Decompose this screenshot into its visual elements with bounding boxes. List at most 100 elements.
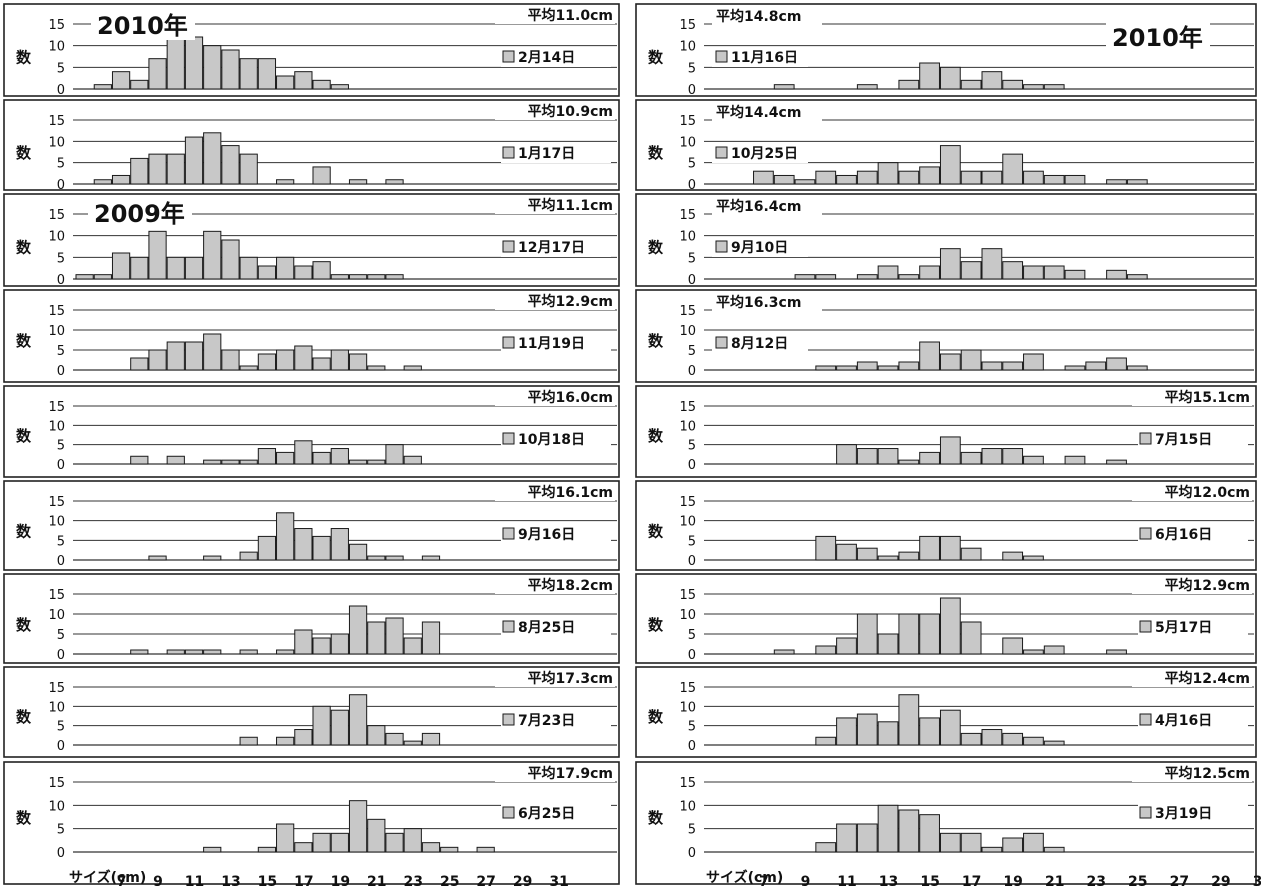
date-label-background (501, 429, 611, 449)
y-axis-label: 数 (648, 809, 664, 827)
y-tick-label: 0 (57, 364, 65, 379)
y-axis-label: 数 (648, 239, 664, 257)
bar (877, 265, 899, 280)
date-label-background (712, 47, 808, 67)
bar (276, 75, 295, 90)
bar (166, 649, 185, 655)
date-label: 1月17日 (518, 146, 575, 162)
bar (257, 265, 277, 280)
bar (1002, 153, 1024, 185)
date-label-background (1138, 617, 1248, 637)
bar (367, 555, 386, 561)
bar (981, 170, 1003, 185)
bar (166, 341, 185, 371)
bar (856, 547, 878, 561)
bar (1126, 365, 1148, 371)
y-axis-label: 数 (648, 49, 664, 67)
y-tick-label: 15 (48, 495, 65, 510)
bar (1043, 84, 1065, 90)
bar (1043, 740, 1065, 746)
y-tick-label: 5 (57, 823, 65, 838)
legend-swatch (1139, 432, 1152, 445)
histogram-panel-7月15日: 15 10 5 0 数 平均15.1cm 7月15日 (635, 385, 1257, 478)
bar (330, 528, 349, 561)
x-tick-label: 23 (404, 874, 423, 890)
mean-label: 平均16.4cm (716, 198, 801, 215)
bar (856, 274, 878, 280)
histogram-panel-10月25日: 15 10 5 0 数 平均14.4cm 10月25日 (635, 99, 1257, 193)
y-tick-label: 15 (48, 208, 65, 223)
bar (1023, 265, 1044, 280)
bar (1002, 551, 1024, 561)
y-axis-label: 数 (648, 427, 664, 445)
bar (294, 729, 313, 746)
bar (1043, 846, 1065, 853)
bar (1023, 170, 1044, 185)
bar (330, 274, 349, 280)
bar (960, 832, 982, 853)
bar (1064, 174, 1086, 185)
mean-label-background (712, 293, 822, 311)
histogram-panel-2月14日: 15 10 5 0 数 平均11.0cm 2月14日 2010年 (3, 3, 620, 98)
y-tick-label: 5 (57, 344, 65, 359)
bar (93, 84, 112, 90)
date-label: 7月15日 (1155, 432, 1212, 448)
panel-frame (635, 193, 1257, 287)
bar (856, 713, 878, 746)
legend-swatch (502, 336, 515, 349)
bar (1002, 837, 1024, 853)
bar (385, 555, 404, 561)
y-axis-label: 数 (648, 144, 664, 162)
panel-frame (635, 666, 1257, 758)
panel-frame (3, 385, 620, 478)
bar (130, 357, 149, 371)
y-tick-label: 5 (57, 534, 65, 549)
bar (421, 732, 441, 746)
y-axis-label: 数 (648, 332, 664, 350)
bar (815, 535, 837, 561)
bar (348, 605, 368, 655)
bar (312, 535, 331, 561)
bar (166, 36, 185, 90)
date-legend: 10月18日 (501, 429, 611, 449)
bar (348, 353, 368, 371)
y-tick-label: 10 (679, 230, 696, 245)
bar (836, 444, 857, 465)
y-tick-label: 5 (688, 344, 696, 359)
y-tick-label: 0 (688, 83, 696, 98)
bar (440, 846, 459, 853)
bar (221, 145, 240, 185)
bar (312, 637, 331, 655)
date-label-background (712, 237, 808, 257)
y-tick-label: 5 (688, 61, 696, 76)
bar (856, 361, 878, 371)
bar (348, 179, 368, 185)
bar (257, 353, 277, 371)
y-tick-label: 5 (688, 534, 696, 549)
mean-label: 平均16.0cm (528, 389, 613, 406)
bar (421, 621, 441, 655)
y-tick-label: 10 (48, 799, 65, 814)
bar (367, 459, 386, 465)
bar (148, 555, 167, 561)
x-tick-label: 29 (1211, 874, 1230, 890)
bar (960, 170, 982, 185)
y-tick-label: 0 (57, 273, 65, 288)
x-tick-label: 25 (440, 874, 459, 890)
mean-label-background (1132, 483, 1252, 501)
y-axis-label: 数 (648, 616, 664, 634)
bar (1106, 459, 1127, 465)
bar (836, 365, 857, 371)
y-tick-label: 10 (679, 608, 696, 623)
y-tick-label: 15 (48, 400, 65, 415)
legend-swatch (715, 336, 728, 349)
x-tick-label: 21 (367, 874, 386, 890)
bar (294, 71, 313, 90)
panel-frame (635, 761, 1257, 885)
bar (981, 248, 1003, 280)
y-tick-label: 10 (48, 608, 65, 623)
bar (877, 365, 899, 371)
bar (919, 613, 940, 655)
bar (312, 451, 331, 465)
